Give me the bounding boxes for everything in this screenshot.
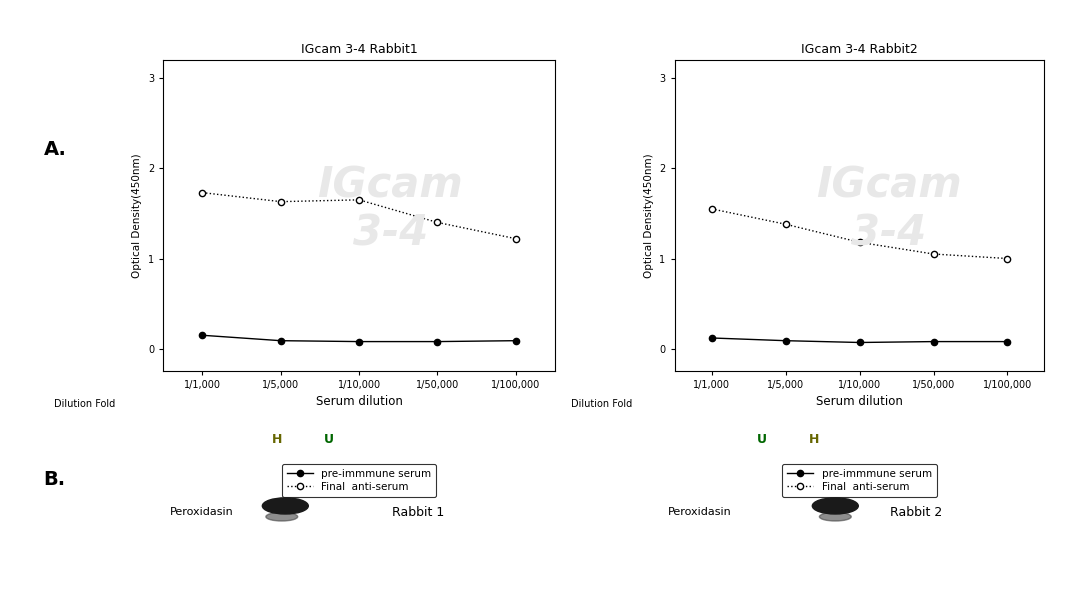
Final  anti-serum (927, 250, 940, 258)
Final  anti-serum (431, 219, 444, 226)
Text: U: U (323, 433, 334, 446)
pre-immmune serum (274, 337, 287, 344)
Ellipse shape (813, 498, 858, 514)
pre-immmune serum (779, 337, 792, 344)
Final  anti-serum (853, 238, 866, 246)
pre-immmune serum (1001, 338, 1014, 345)
Ellipse shape (262, 498, 308, 514)
Title: IGcam 3-4 Rabbit1: IGcam 3-4 Rabbit1 (300, 43, 418, 56)
pre-immmune serum (853, 339, 866, 346)
Text: IGcam
3-4: IGcam 3-4 (318, 164, 463, 255)
Text: Peroxidasin: Peroxidasin (667, 507, 731, 517)
Final  anti-serum (353, 196, 366, 204)
Text: Rabbit 2: Rabbit 2 (890, 506, 942, 519)
Text: A.: A. (44, 140, 66, 159)
Line: Final  anti-serum: Final anti-serum (708, 205, 1011, 262)
Text: IGcam
3-4: IGcam 3-4 (816, 164, 962, 255)
Legend: pre-immmune serum, Final  anti-serum: pre-immmune serum, Final anti-serum (782, 464, 937, 497)
pre-immmune serum (927, 338, 940, 345)
pre-immmune serum (196, 332, 209, 339)
Text: Dilution Fold: Dilution Fold (571, 400, 632, 409)
Line: pre-immmune serum: pre-immmune serum (199, 332, 519, 344)
Text: B.: B. (44, 470, 65, 489)
Text: U: U (756, 433, 767, 446)
pre-immmune serum (431, 338, 444, 345)
Legend: pre-immmune serum, Final  anti-serum: pre-immmune serum, Final anti-serum (282, 464, 436, 497)
Y-axis label: Optical Density(450nm): Optical Density(450nm) (644, 153, 654, 278)
X-axis label: Serum dilution: Serum dilution (816, 395, 903, 407)
pre-immmune serum (509, 337, 522, 344)
Final  anti-serum (779, 220, 792, 228)
Line: pre-immmune serum: pre-immmune serum (708, 335, 1011, 346)
Ellipse shape (265, 512, 298, 521)
Y-axis label: Optical Density(450nm): Optical Density(450nm) (133, 153, 143, 278)
Final  anti-serum (196, 189, 209, 196)
pre-immmune serum (705, 334, 718, 341)
Title: IGcam 3-4 Rabbit2: IGcam 3-4 Rabbit2 (801, 43, 918, 56)
Line: Final  anti-serum: Final anti-serum (199, 189, 519, 242)
Final  anti-serum (274, 198, 287, 205)
Final  anti-serum (1001, 255, 1014, 262)
Text: H: H (808, 433, 819, 446)
Text: Rabbit 1: Rabbit 1 (392, 506, 444, 519)
Final  anti-serum (509, 235, 522, 242)
X-axis label: Serum dilution: Serum dilution (316, 395, 403, 407)
Text: Dilution Fold: Dilution Fold (53, 400, 114, 409)
Text: H: H (272, 433, 283, 446)
Final  anti-serum (705, 205, 718, 213)
Text: Peroxidasin: Peroxidasin (170, 507, 234, 517)
pre-immmune serum (353, 338, 366, 345)
Ellipse shape (819, 512, 851, 521)
